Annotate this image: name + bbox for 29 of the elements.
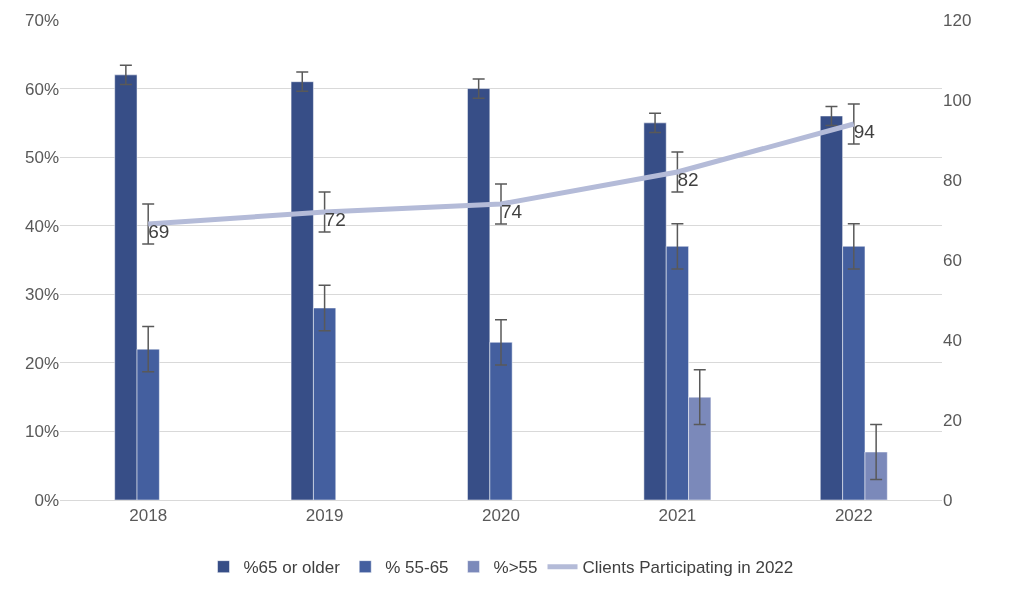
- legend-label: %>55: [493, 558, 538, 578]
- y-tick-label: 10%: [24, 422, 59, 442]
- y-tick-label: 70%: [24, 10, 59, 30]
- x-tick-label: 2021: [658, 506, 697, 526]
- x-tick-label: 2020: [482, 506, 520, 526]
- y2-tick-label: 20: [943, 410, 962, 430]
- data-label: 82: [677, 169, 699, 191]
- data-label: 69: [148, 221, 170, 243]
- data-label: 72: [324, 209, 346, 231]
- y-tick-label: 0%: [34, 490, 59, 510]
- y-tick-label: 50%: [24, 148, 59, 168]
- data-label: 94: [853, 121, 876, 143]
- x-tick-label: 2019: [305, 506, 344, 526]
- x-tick-label: 2018: [129, 506, 168, 526]
- y-tick-label: 60%: [24, 79, 59, 99]
- y2-tick-label: 100: [943, 90, 972, 110]
- x-tick-label: 2022: [834, 506, 873, 526]
- y2-tick-label: 0: [943, 490, 953, 510]
- y2-tick-label: 60: [943, 250, 962, 270]
- y2-tick-label: 40: [943, 330, 962, 350]
- y-tick-label: 40%: [24, 216, 59, 236]
- y-tick-label: 20%: [24, 353, 59, 373]
- legend-label: %65 or older: [243, 558, 341, 578]
- legend-label: Clients Participating in 2022: [582, 558, 794, 578]
- data-label: 74: [501, 201, 523, 223]
- legend-label: % 55-65: [385, 558, 449, 578]
- y-tick-label: 30%: [24, 285, 59, 305]
- y2-tick-label: 120: [943, 10, 972, 30]
- y2-tick-label: 80: [943, 170, 962, 190]
